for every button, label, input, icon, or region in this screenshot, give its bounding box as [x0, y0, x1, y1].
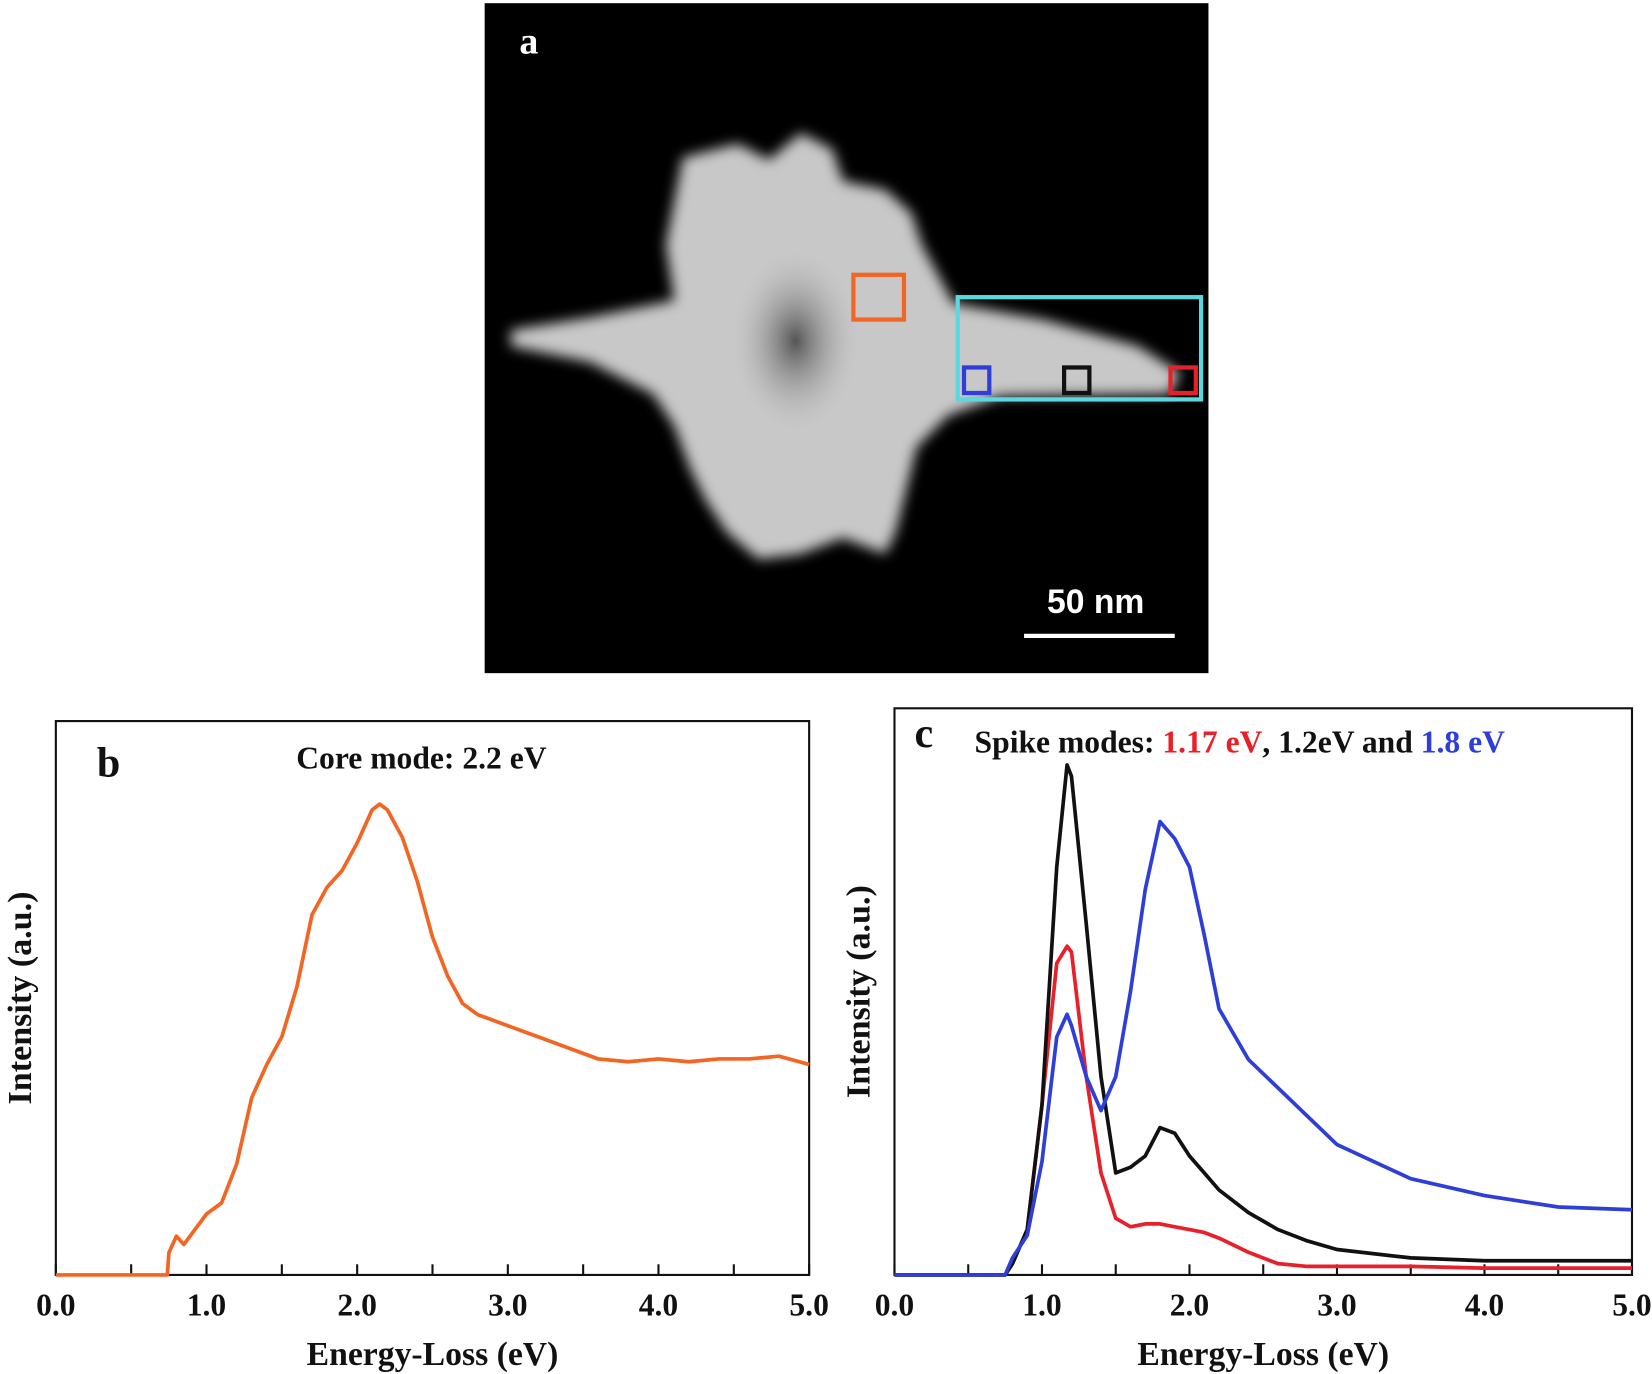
- data-line: [894, 944, 1632, 1277]
- plot-frame: [54, 720, 811, 1277]
- data-line: [55, 802, 810, 1277]
- panel-label: b: [97, 739, 120, 786]
- x-tick-label: 5.0: [789, 1287, 829, 1322]
- micrograph: 50 nm a: [484, 3, 1209, 674]
- data-line: [894, 819, 1633, 1277]
- title-part: Spike modes:: [975, 725, 1163, 760]
- x-tick-label: 0.0: [36, 1287, 76, 1322]
- x-tick-label: 1.0: [187, 1287, 227, 1322]
- title-part: 1.17 eV: [1162, 725, 1262, 760]
- x-tick-label: 0.0: [875, 1287, 915, 1322]
- title-part: 1.8 eV: [1421, 725, 1505, 760]
- x-tick-label: 4.0: [1465, 1287, 1505, 1322]
- spike-roi: [955, 295, 1204, 402]
- plot-frame: [893, 707, 1634, 1277]
- x-tick-label: 2.0: [337, 1287, 377, 1322]
- y-axis-label: Intensity (a.u.): [841, 885, 878, 1098]
- x-tick-label: 3.0: [488, 1287, 528, 1322]
- chart-title: Core mode: 2.2 eV: [296, 741, 546, 776]
- panel-label: a: [519, 20, 538, 62]
- x-tick-label: 2.0: [1170, 1287, 1210, 1322]
- title-part: , 1.2eV and: [1262, 725, 1420, 760]
- x-tick-label: 4.0: [639, 1287, 679, 1322]
- x-axis-label: Energy-Loss (eV): [1137, 1336, 1389, 1373]
- x-axis-label: Energy-Loss (eV): [307, 1336, 559, 1373]
- x-tick-label: 1.0: [1022, 1287, 1062, 1322]
- x-tick-label: 3.0: [1317, 1287, 1357, 1322]
- blue-roi: [961, 365, 992, 396]
- title-part: Core mode: 2.2 eV: [296, 741, 546, 776]
- black-roi: [1062, 365, 1092, 396]
- chart-title: Spike modes: 1.17 eV, 1.2eV and 1.8 eV: [975, 725, 1505, 760]
- panel-label: c: [915, 710, 934, 757]
- y-axis-label: Intensity (a.u.): [2, 892, 39, 1105]
- x-tick-label: 5.0: [1612, 1287, 1652, 1322]
- data-line: [894, 763, 1632, 1277]
- core-roi: [851, 272, 907, 322]
- particle-core: [732, 250, 859, 432]
- scale-bar-label: 50 nm: [1047, 583, 1144, 621]
- red-roi: [1168, 365, 1198, 396]
